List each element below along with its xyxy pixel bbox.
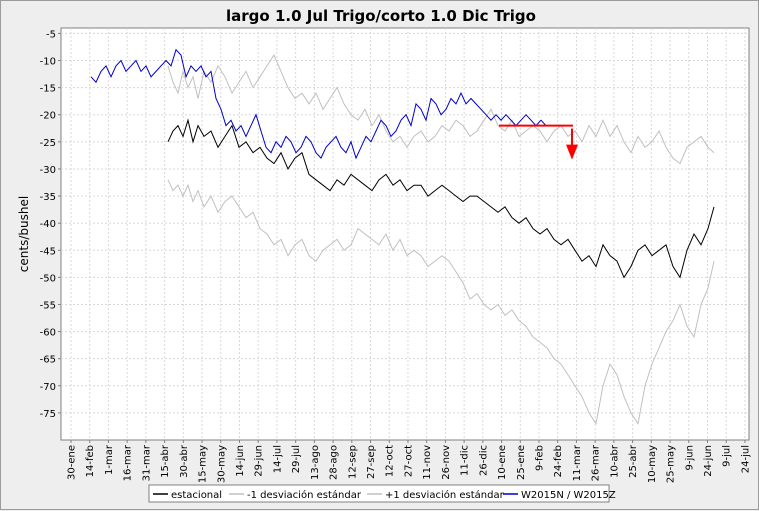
- x-tick-label: 14-feb: [85, 445, 96, 477]
- x-tick-label: 10-ene: [497, 445, 508, 480]
- x-tick-label: 15-abr: [160, 444, 171, 478]
- plot-area: [60, 27, 750, 441]
- x-tick-label: 12-oct: [385, 445, 396, 477]
- y-tick-label: -25: [40, 138, 56, 149]
- x-tick-label: 1-mar: [104, 444, 115, 475]
- chart-title: largo 1.0 Jul Trigo/corto 1.0 Dic Trigo: [226, 7, 536, 25]
- x-axis: 30-ene 14-feb 1-mar 16-mar 31-mar 15-abr 30-ab…: [67, 440, 751, 483]
- x-tick-label: 29-jun: [254, 445, 265, 477]
- y-tick-label: -35: [40, 192, 56, 203]
- x-tick-label: 14-jul: [272, 445, 283, 473]
- y-tick-label: -40: [40, 219, 56, 230]
- series-layer: [90, 48, 715, 426]
- x-tick-label: 30-may: [216, 445, 227, 483]
- series-line-2: [167, 54, 715, 165]
- y-axis: -5 -10 -15 -20 -25 -30 -35 -40 -45 -50 -55 -60 -65 -7…: [40, 29, 61, 420]
- y-tick-label: -20: [40, 111, 56, 122]
- x-tick-label: 27-sep: [366, 445, 377, 479]
- y-tick-label: -65: [40, 355, 56, 366]
- x-tick-label: 26-dic: [478, 445, 489, 476]
- y-tick-label: -55: [40, 300, 56, 311]
- x-tick-label: 31-mar: [141, 444, 152, 481]
- x-tick-label: 15-may: [198, 445, 209, 483]
- x-tick-label: 26-nov: [441, 445, 452, 480]
- x-tick-label: 16-mar: [123, 444, 134, 481]
- y-tick-label: -30: [40, 165, 56, 176]
- y-tick-label: -15: [40, 84, 56, 95]
- x-tick-label: 28-ago: [329, 445, 340, 480]
- y-tick-label: -60: [40, 328, 56, 339]
- x-tick-label: 25-ene: [516, 445, 527, 480]
- down-arrow-icon: [566, 144, 578, 160]
- x-tick-label: 30-ene: [67, 445, 78, 480]
- x-tick-label: 25-abr: [628, 444, 639, 478]
- x-tick-label: 24-feb: [553, 445, 564, 477]
- legend: estacional -1 desviación estándar +1 desvi…: [153, 489, 616, 501]
- x-tick-label: 24-jul: [740, 445, 751, 473]
- series-line-3: [90, 48, 547, 160]
- legend-label: +1 desviación estándar: [385, 489, 505, 501]
- y-tick-label: -10: [40, 57, 56, 68]
- x-tick-label: 26-mar: [591, 444, 602, 481]
- x-tick-label: 9-feb: [535, 445, 546, 471]
- x-tick-label: 29-jul: [291, 445, 302, 473]
- x-tick-label: 10-abr: [609, 444, 620, 478]
- x-tick-label: 30-abr: [179, 444, 190, 478]
- x-tick-label: 10-may: [647, 445, 658, 483]
- series-line-0: [167, 118, 715, 279]
- x-tick-label: 24-jun: [703, 445, 714, 477]
- x-tick-label: 11-mar: [572, 444, 583, 481]
- x-tick-label: 9-jul: [722, 445, 733, 467]
- legend-label: estacional: [171, 490, 222, 501]
- y-tick-label: -45: [40, 246, 56, 257]
- y-tick-label: -70: [40, 382, 56, 393]
- x-tick-label: 11-nov: [422, 445, 433, 480]
- x-tick-label: 13-ago: [310, 445, 321, 480]
- y-tick-label: -75: [40, 409, 56, 420]
- annotations: [499, 124, 578, 160]
- x-tick-label: 9-jun: [684, 445, 695, 470]
- legend-label: W2015N / W2015Z: [521, 490, 616, 501]
- x-tick-label: 27-oct: [403, 445, 414, 477]
- x-tick-label: 14-jun: [235, 445, 246, 477]
- x-tick-label: 11-dic: [460, 445, 471, 476]
- gridlines: [61, 28, 749, 440]
- x-tick-label: 12-sep: [347, 445, 358, 479]
- x-tick-label: 25-may: [666, 445, 677, 483]
- y-axis-label: cents/bushel: [17, 196, 31, 272]
- series-line-1: [167, 179, 715, 426]
- legend-label: -1 desviación estándar: [247, 489, 362, 501]
- y-tick-label: -50: [40, 273, 56, 284]
- y-tick-label: -5: [46, 29, 56, 40]
